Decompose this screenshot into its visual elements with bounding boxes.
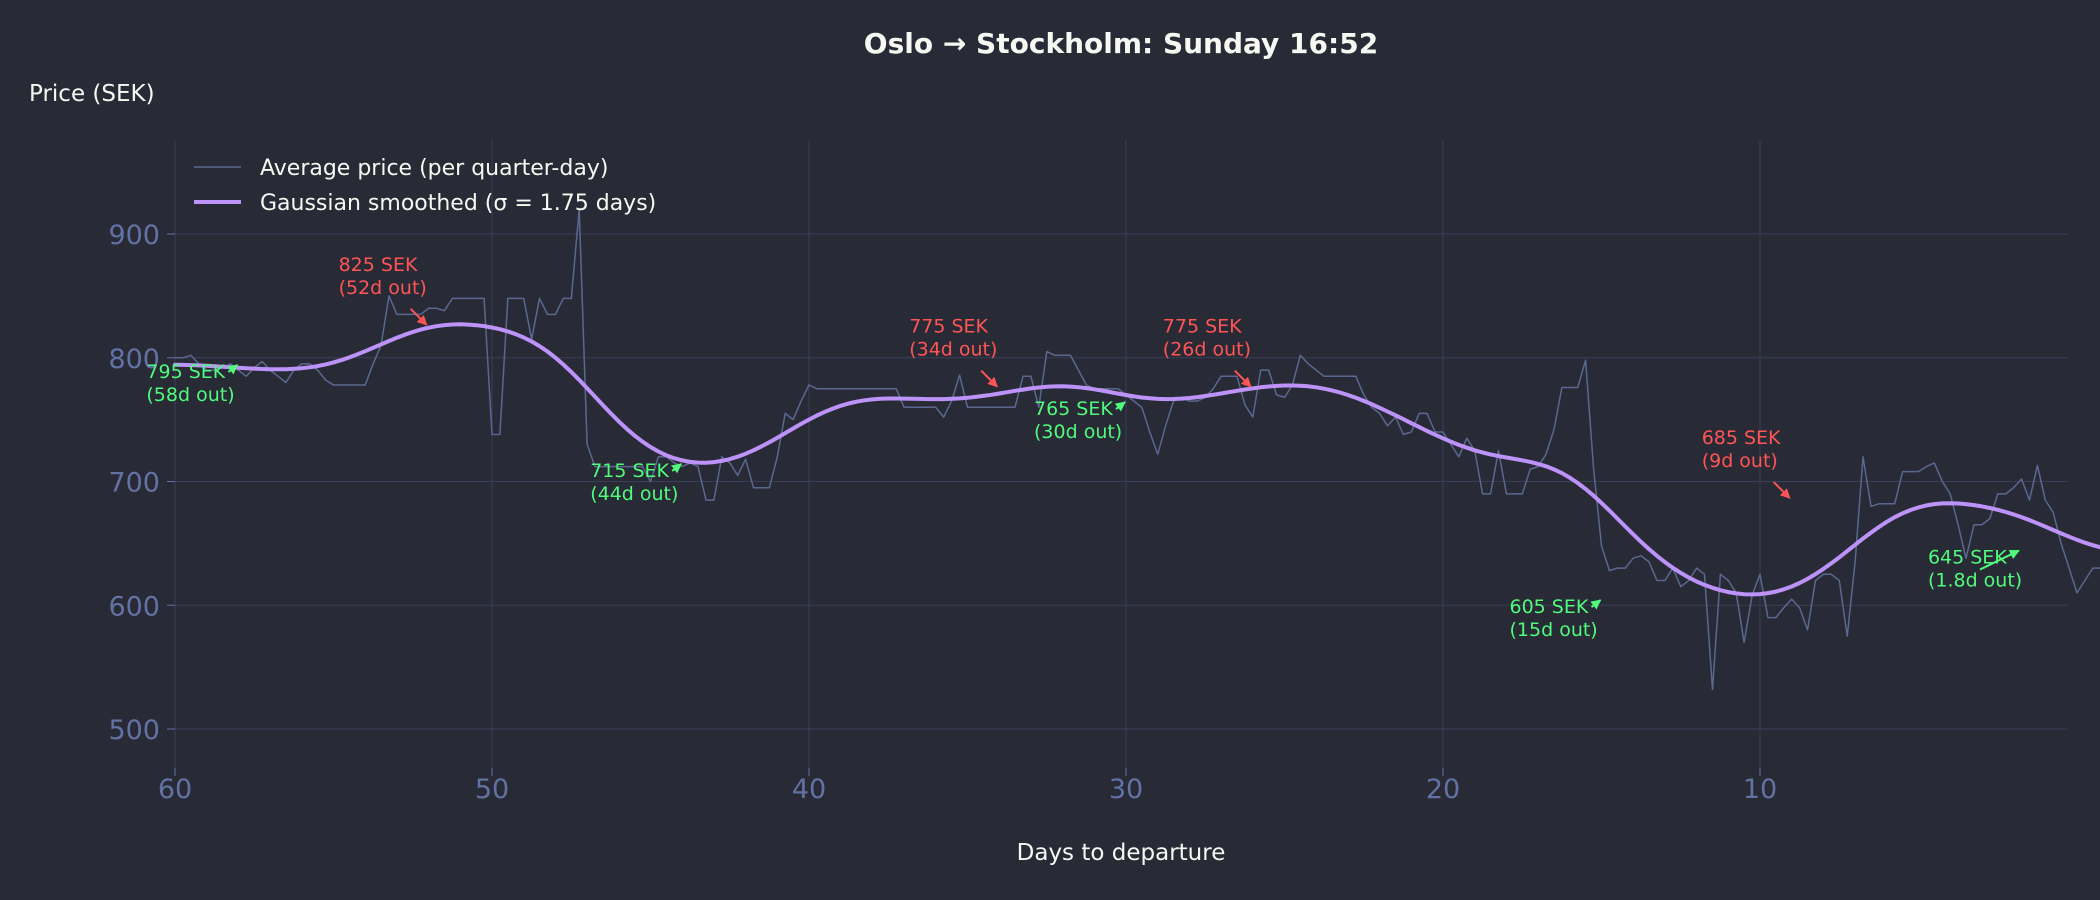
series-layer — [173, 208, 2100, 691]
x-tick-label: 50 — [475, 774, 509, 805]
y-tick-label: 600 — [108, 591, 160, 622]
smoothed-price-line — [173, 322, 2100, 597]
x-tick-label: 10 — [1743, 774, 1777, 805]
annotation-price: 825 SEK — [339, 254, 418, 276]
trough-annotation: 715 SEK(44d out) — [590, 460, 682, 505]
trough-annotation: 605 SEK(15d out) — [1510, 596, 1602, 641]
peak-arrow — [409, 308, 428, 326]
annotation-days: (26d out) — [1163, 339, 1251, 361]
annotation-days: (52d out) — [339, 277, 427, 299]
chart-title: Oslo → Stockholm: Sunday 16:52 — [864, 27, 1378, 60]
annotation-price: 775 SEK — [1163, 316, 1242, 338]
annotation-price: 775 SEK — [909, 316, 988, 338]
annotation-price: 715 SEK — [590, 460, 669, 482]
peak-annotation: 685 SEK(9d out) — [1702, 427, 1791, 499]
annotation-price: 795 SEK — [146, 361, 225, 383]
trough-arrow — [671, 463, 682, 474]
trough-arrow — [1590, 599, 1602, 610]
trough-arrow — [227, 364, 239, 375]
trough-annotation: 645 SEK(1.8d out) — [1928, 547, 2022, 592]
trough-arrow — [1114, 401, 1126, 412]
trough-annotation: 765 SEK(30d out) — [1034, 398, 1126, 443]
annotation-price: 765 SEK — [1034, 398, 1113, 420]
y-tick-label: 700 — [108, 468, 160, 499]
legend-label-smoothed: Gaussian smoothed (σ = 1.75 days) — [260, 191, 656, 216]
peak-arrow — [1234, 369, 1252, 388]
peak-annotation: 775 SEK(34d out) — [909, 316, 998, 388]
y-tick-label: 500 — [108, 715, 160, 746]
annotation-price: 605 SEK — [1510, 596, 1589, 618]
annotation-days: (34d out) — [909, 339, 997, 361]
y-tick-label: 800 — [108, 344, 160, 375]
x-tick-label: 60 — [158, 774, 192, 805]
x-tick-label: 20 — [1426, 774, 1460, 805]
trough-annotation: 795 SEK(58d out) — [146, 361, 239, 406]
peak-arrow — [980, 369, 998, 388]
x-axis-title: Days to departure — [1017, 840, 1226, 866]
x-tick-label: 40 — [792, 774, 826, 805]
annotations: 795 SEK(58d out)825 SEK(52d out)715 SEK(… — [146, 254, 2022, 641]
x-tick-label: 30 — [1109, 774, 1143, 805]
trough-arrow — [1979, 549, 2020, 571]
legend-label-raw: Average price (per quarter-day) — [260, 156, 608, 181]
grid — [174, 140, 2068, 768]
annotation-days: (1.8d out) — [1928, 570, 2022, 592]
annotation-days: (9d out) — [1702, 450, 1778, 472]
peak-annotation: 775 SEK(26d out) — [1163, 316, 1252, 388]
annotation-days: (58d out) — [146, 384, 234, 406]
annotation-days: (15d out) — [1510, 619, 1598, 641]
raw-price-line — [175, 208, 2100, 691]
y-axis-title: Price (SEK) — [29, 81, 155, 107]
y-tick-label: 900 — [108, 220, 160, 251]
axis-ticks: 60 50 40 30 20 10 500 600 700 800 900 — [108, 220, 1777, 805]
legend: Average price (per quarter-day) Gaussian… — [194, 156, 656, 216]
peak-arrow — [1772, 481, 1791, 499]
peak-annotation: 825 SEK(52d out) — [339, 254, 428, 326]
annotation-days: (44d out) — [590, 483, 678, 505]
annotation-price: 645 SEK — [1928, 547, 2007, 569]
annotation-days: (30d out) — [1034, 421, 1122, 443]
annotation-price: 685 SEK — [1702, 427, 1781, 449]
